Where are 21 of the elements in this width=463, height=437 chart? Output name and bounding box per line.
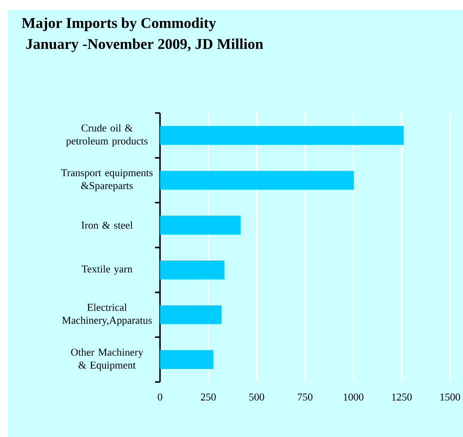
y-tick-label: Crude oil & petroleum products (66, 124, 148, 147)
bar (160, 350, 214, 369)
bar (160, 216, 241, 234)
bar (160, 260, 224, 280)
chart-title: Major Imports by Commodity (22, 18, 216, 32)
x-tick-label: 750 (298, 394, 312, 401)
y-tick-label: Electrical Machinery,Apparatus (62, 304, 152, 326)
y-tick-label: Textile yarn (82, 265, 132, 275)
x-tick-label: 500 (249, 394, 264, 401)
y-tick-label: Other Machinery & Equipment (71, 348, 144, 371)
x-tick-label: 1500 (440, 394, 460, 401)
x-tick-label: 1000 (344, 394, 364, 401)
bar (160, 126, 404, 145)
x-tick-label: 0 (158, 394, 162, 401)
chart-subtitle: January -November 2009, JD Million (26, 38, 264, 52)
x-tick-label: 1250 (392, 394, 412, 401)
y-tick-label: Transport equipments &Spareparts (61, 169, 153, 192)
bar (160, 170, 354, 190)
y-tick-label: Iron & steel (82, 221, 133, 229)
x-tick-label: 250 (200, 394, 216, 401)
bar (160, 305, 222, 324)
